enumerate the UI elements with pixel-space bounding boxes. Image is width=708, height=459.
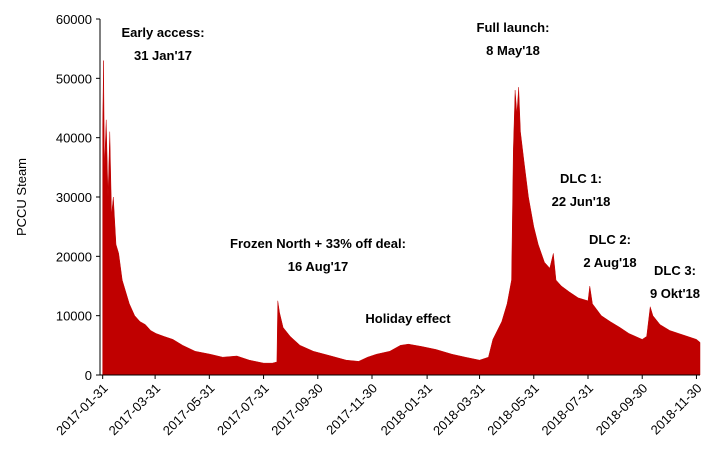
x-tick-label: 2018-07-31 — [538, 381, 596, 439]
annotation: DLC 1: — [560, 171, 602, 186]
annotation: 16 Aug'17 — [288, 259, 348, 274]
annotation: Frozen North + 33% off deal: — [230, 236, 406, 251]
annotation: Holiday effect — [365, 311, 451, 326]
y-tick-label: 40000 — [56, 131, 92, 146]
y-tick-label: 0 — [85, 368, 92, 383]
y-tick-label: 20000 — [56, 249, 92, 264]
x-tick-label: 2018-05-31 — [484, 381, 542, 439]
x-tick-label: 2018-03-31 — [430, 381, 488, 439]
x-tick-label: 2018-01-31 — [378, 381, 436, 439]
x-tick-label: 2017-03-31 — [106, 381, 164, 439]
annotation: 2 Aug'18 — [583, 255, 636, 270]
annotation: 9 Okt'18 — [650, 286, 700, 301]
annotation: 31 Jan'17 — [134, 48, 192, 63]
y-tick-label: 50000 — [56, 71, 92, 86]
y-tick-label: 60000 — [56, 12, 92, 27]
x-tick-label: 2017-01-31 — [53, 381, 111, 439]
annotation: 22 Jun'18 — [552, 194, 611, 209]
y-tick-label: 30000 — [56, 190, 92, 205]
annotation: Full launch: — [477, 20, 550, 35]
area — [102, 60, 701, 376]
annotation: DLC 3: — [654, 263, 696, 278]
x-tick-label: 2018-11-30 — [648, 381, 705, 438]
x-tick-label: 2017-07-31 — [214, 381, 272, 439]
annotation: DLC 2: — [589, 232, 631, 247]
x-tick-label: 2018-09-30 — [593, 381, 651, 439]
x-tick-label: 2017-05-31 — [160, 381, 218, 439]
x-tick-label: 2017-09-30 — [268, 381, 326, 439]
y-tick-label: 10000 — [56, 309, 92, 324]
x-tick-label: 2017-11-30 — [323, 381, 380, 438]
annotation: 8 May'18 — [486, 43, 540, 58]
annotation: Early access: — [121, 25, 204, 40]
y-axis-label: PCCU Steam — [14, 158, 29, 236]
